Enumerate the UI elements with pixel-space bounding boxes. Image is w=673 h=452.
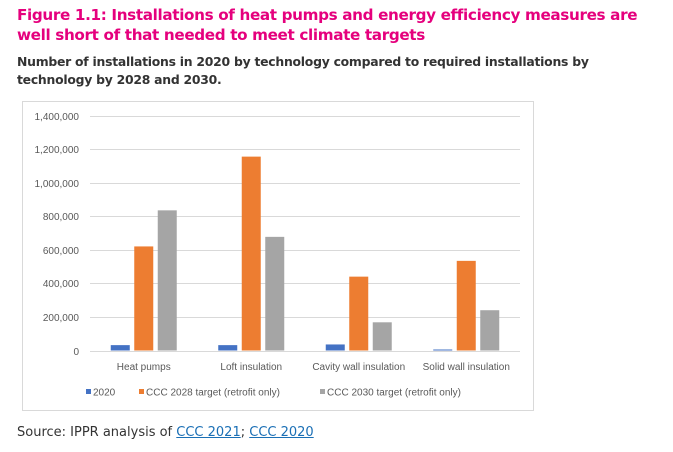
source-link-ccc-2021[interactable]: CCC 2021 — [176, 425, 241, 440]
y-tick-label: 1,200,000 — [35, 145, 80, 156]
chart-frame — [22, 101, 534, 411]
bar — [157, 210, 177, 351]
bar — [480, 310, 500, 351]
x-category-label: Solid wall insulation — [423, 362, 510, 373]
y-tick-label: 1,400,000 — [35, 112, 80, 123]
gridlines — [90, 116, 520, 352]
source-link-ccc-2020[interactable]: CCC 2020 — [249, 425, 314, 440]
bar — [372, 322, 392, 351]
bar — [349, 276, 369, 351]
y-tick-label: 800,000 — [43, 212, 80, 223]
legend-swatch — [320, 389, 325, 394]
bar — [433, 349, 453, 351]
bar — [325, 344, 345, 351]
source-separator: ; — [240, 425, 250, 440]
bar — [241, 156, 261, 351]
x-category-label: Cavity wall insulation — [312, 362, 405, 373]
y-axis-tick-labels: 0 200,000 400,000 600,000 800,000 1,000,000 1,… — [35, 112, 80, 358]
source-note: Source: IPPR analysis of CCC 2021; CCC 2… — [17, 425, 314, 440]
bar — [110, 345, 130, 351]
y-tick-label: 0 — [73, 347, 79, 358]
legend-swatch — [139, 389, 144, 394]
x-category-label: Heat pumps — [117, 362, 171, 373]
legend: 2020 CCC 2028 target (retrofit only) CCC 2… — [86, 388, 461, 399]
y-tick-label: 600,000 — [43, 246, 80, 257]
figure-title: Figure 1.1: Installations of heat pumps … — [17, 6, 638, 44]
bar — [218, 345, 238, 351]
source-prefix: Source: IPPR analysis of — [17, 425, 177, 440]
legend-label: CCC 2028 target (retrofit only) — [146, 388, 280, 399]
x-category-label: Loft insulation — [220, 362, 282, 373]
legend-label: CCC 2030 target (retrofit only) — [327, 388, 461, 399]
bar — [456, 260, 476, 351]
bar — [134, 246, 154, 351]
x-axis-category-labels: Heat pumps Loft insulation Cavity wall ins… — [117, 362, 510, 373]
bar — [265, 236, 285, 351]
y-tick-label: 1,000,000 — [35, 179, 80, 190]
y-tick-label: 200,000 — [43, 313, 80, 324]
bars — [110, 156, 500, 351]
figure-subtitle: Number of installations in 2020 by techn… — [17, 54, 589, 87]
legend-label: 2020 — [93, 388, 116, 399]
legend-swatch — [86, 389, 91, 394]
y-tick-label: 400,000 — [43, 279, 80, 290]
